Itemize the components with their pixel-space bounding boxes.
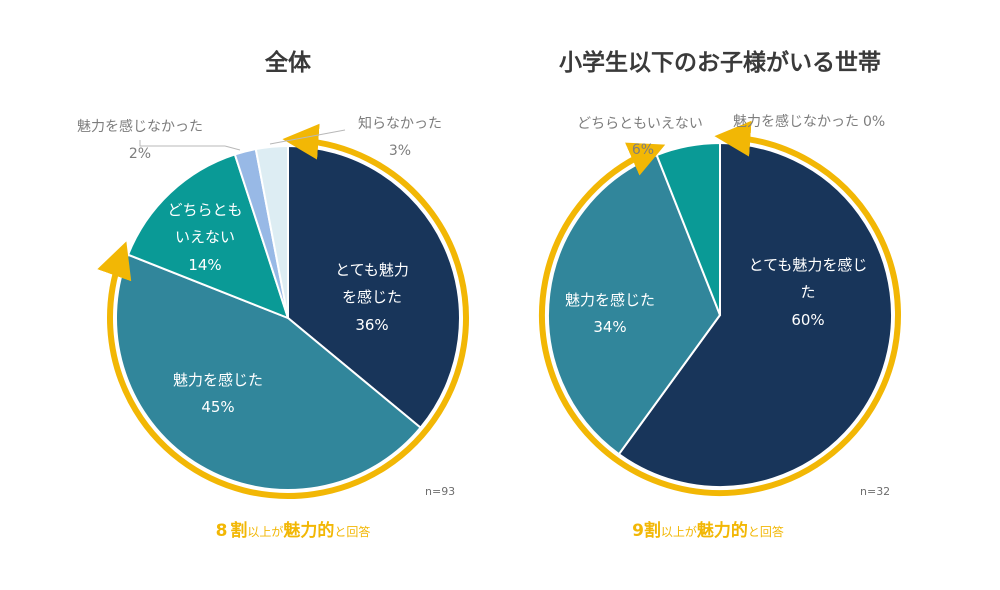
external-label: 知らなかった bbox=[358, 115, 442, 132]
caption: 9割以上が魅力的と回答 bbox=[632, 520, 784, 541]
pie-slices bbox=[547, 141, 893, 488]
slice-label: 魅力を感じた bbox=[565, 291, 655, 309]
chart-households-with-children: 小学生以下のお子様がいる世帯 とても魅力を感じ た 60% 魅力を感じた 34%… bbox=[539, 49, 901, 541]
slice-value-label: 36% bbox=[355, 316, 388, 334]
slice-label: いえない bbox=[175, 228, 235, 246]
slice-label: とても魅力を感じ bbox=[749, 256, 868, 274]
slice-label: を感じた bbox=[342, 288, 402, 306]
highlight-arc bbox=[539, 120, 901, 496]
leader-line bbox=[269, 129, 346, 145]
external-value-label: 3% bbox=[389, 143, 411, 159]
chart-title: 全体 bbox=[264, 49, 312, 76]
pie-slices bbox=[115, 144, 461, 491]
external-label: どちらともいえない bbox=[577, 116, 703, 132]
leader-line bbox=[224, 145, 241, 151]
pie-slice bbox=[287, 144, 461, 430]
pie-slice bbox=[547, 153, 722, 456]
external-label: 魅力を感じなかった bbox=[77, 118, 203, 135]
external-label: 魅力を感じなかった 0% bbox=[733, 113, 885, 130]
sample-size: n=93 bbox=[425, 485, 455, 498]
slice-label: 魅力を感じた bbox=[173, 371, 263, 389]
highlight-arc bbox=[97, 123, 469, 499]
external-value-label: 2% bbox=[129, 146, 151, 162]
chart-title: 小学生以下のお子様がいる世帯 bbox=[559, 49, 881, 76]
external-value-label: 6% bbox=[632, 142, 654, 158]
slice-label: た bbox=[800, 283, 815, 301]
slice-label: とても魅力 bbox=[335, 261, 409, 279]
slice-value-label: 34% bbox=[593, 318, 626, 336]
caption: 8 割以上が魅力的と回答 bbox=[216, 520, 371, 541]
slice-value-label: 60% bbox=[791, 311, 824, 329]
slice-label: どちらとも bbox=[167, 201, 242, 219]
sample-size: n=32 bbox=[860, 485, 890, 498]
slice-value-label: 45% bbox=[201, 398, 234, 416]
pie-slice bbox=[115, 253, 422, 491]
pie-slice bbox=[617, 141, 893, 488]
leader-line bbox=[139, 140, 225, 147]
slice-value-label: 14% bbox=[188, 256, 221, 274]
chart-overall: 全体 とても魅力 を感じた 36% 魅力を感じた 45% どちらとも いえない … bbox=[77, 49, 469, 541]
